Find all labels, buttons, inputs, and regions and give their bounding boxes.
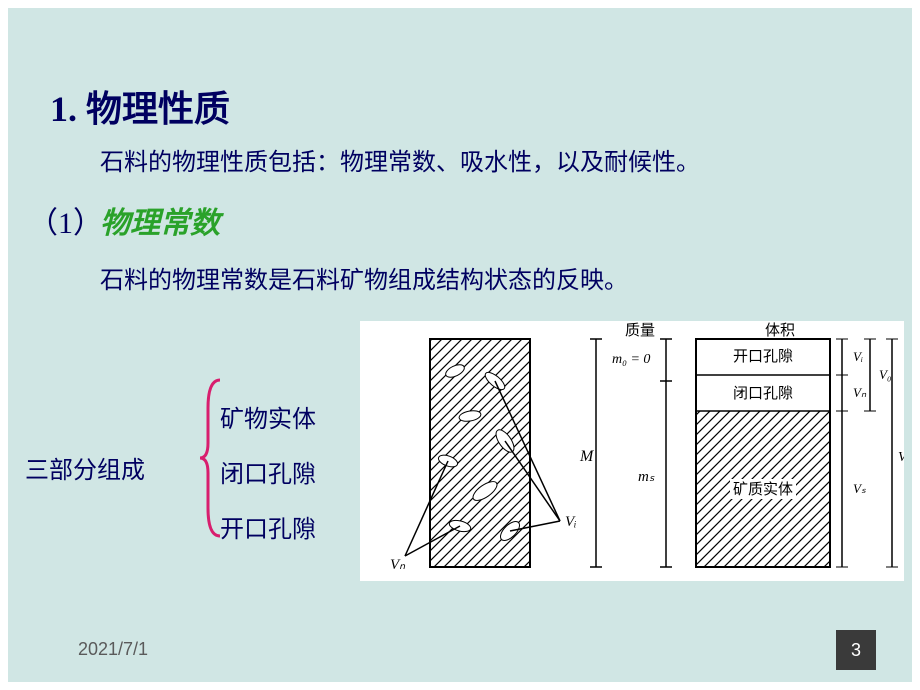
open-pore-label: 开口孔隙 xyxy=(733,348,793,365)
body-text-1: 石料的物理性质包括：物理常数、吸水性，以及耐候性。 xyxy=(100,142,700,177)
label-M: M xyxy=(579,448,595,465)
label-m0: m₀ = 0 xyxy=(612,352,650,367)
volume-label: 体积 xyxy=(765,322,795,339)
heading-1: 1. 物理性质 xyxy=(50,80,230,132)
composition-item: 开口孔隙 xyxy=(220,503,316,558)
label-Vs: Vₛ xyxy=(853,481,866,496)
label-Vi2: Vᵢ xyxy=(853,349,863,364)
label-ms: mₛ xyxy=(638,469,655,485)
subsection-title: 物理常数 xyxy=(100,198,220,242)
stone-composition-diagram: Vₙ Vᵢ 质量 m₀ = 0 M mₛ 体积 开口孔隙 闭口 xyxy=(360,321,904,581)
label-Vn2: Vₙ xyxy=(853,385,867,400)
closed-pore-label: 闭口孔隙 xyxy=(733,385,793,402)
composition-item: 矿物实体 xyxy=(220,393,316,448)
composition-items: 矿物实体 闭口孔隙 开口孔隙 xyxy=(220,393,316,559)
subsection-number: （1） xyxy=(28,198,103,242)
solid-label: 矿质实体 xyxy=(733,481,793,498)
composition-item: 闭口孔隙 xyxy=(220,448,316,503)
page-number: 3 xyxy=(836,630,876,670)
footer-date: 2021/7/1 xyxy=(78,639,148,660)
slide-container: 1. 物理性质 石料的物理性质包括：物理常数、吸水性，以及耐候性。 （1） 物理… xyxy=(8,8,912,682)
label-vn: Vₙ xyxy=(390,557,406,573)
label-vi: Vᵢ xyxy=(565,514,577,530)
label-V: V xyxy=(898,450,904,465)
body-text-2: 石料的物理常数是石料矿物组成结构状态的反映。 xyxy=(100,260,628,295)
label-V0: V₀ xyxy=(879,367,891,382)
mass-label: 质量 xyxy=(625,322,655,339)
composition-label: 三部分组成 xyxy=(25,450,145,485)
